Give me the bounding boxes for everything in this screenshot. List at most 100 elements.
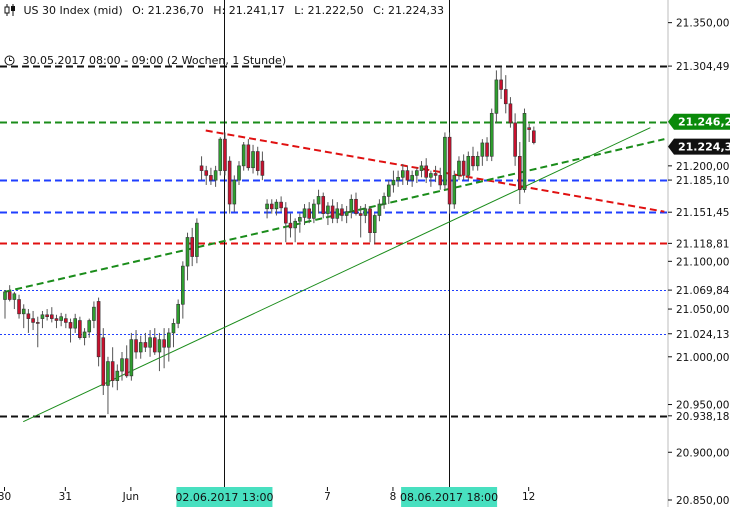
candle-body-69[interactable] [326,205,330,214]
candle-body-26[interactable] [124,358,129,377]
candle-body-105[interactable] [494,79,499,114]
candle-body-80[interactable] [377,203,382,216]
candle-body-95[interactable] [447,136,452,205]
candle-body-93[interactable] [438,175,443,186]
candle-body-22[interactable] [106,361,110,386]
candle-body-79[interactable] [372,215,377,233]
candle-body-89[interactable] [419,165,424,171]
candle-body-103[interactable] [485,142,489,157]
candle-body-92[interactable] [433,173,438,176]
candle-body-100[interactable] [471,156,475,167]
candle-body-110[interactable] [517,156,522,191]
candle-body-59[interactable] [279,201,283,209]
candle-body-34[interactable] [162,339,166,348]
candle-body-66[interactable] [312,203,316,219]
candle-body-18[interactable] [87,320,92,333]
candle-body-63[interactable] [298,217,302,222]
candle-body-47[interactable] [223,138,227,171]
candle-body-4[interactable] [21,308,26,315]
candle-body-104[interactable] [489,113,494,157]
candle-body-27[interactable] [129,339,134,377]
candle-body-1[interactable] [7,291,12,300]
candle-body-67[interactable] [316,196,321,205]
candle-body-99[interactable] [466,156,471,176]
candle-body-25[interactable] [120,358,124,372]
candle-body-7[interactable] [35,322,40,324]
candle-body-46[interactable] [218,138,223,171]
candle-body-73[interactable] [344,211,349,216]
candle-body-40[interactable] [190,237,194,257]
candle-body-28[interactable] [134,339,138,353]
candle-body-16[interactable] [78,320,82,338]
candle-body-36[interactable] [171,323,176,334]
candle-body-62[interactable] [293,220,297,229]
candle-body-56[interactable] [265,203,269,210]
candle-body-101[interactable] [475,156,480,167]
candle-body-76[interactable] [358,213,363,216]
candle-body-45[interactable] [213,170,218,181]
candle-body-65[interactable] [307,208,312,219]
candle-body-61[interactable] [288,222,293,229]
candle-body-32[interactable] [152,337,157,353]
candle-body-23[interactable] [110,361,115,381]
candle-body-44[interactable] [209,175,213,181]
candle-body-83[interactable] [391,179,396,186]
candle-body-37[interactable] [176,303,180,324]
candle-body-96[interactable] [452,175,457,205]
candle-body-2[interactable] [12,293,17,300]
candle-body-11[interactable] [54,318,59,321]
candle-body-13[interactable] [64,318,68,323]
candle-body-42[interactable] [199,165,204,171]
candle-body-48[interactable] [227,160,232,205]
candle-body-87[interactable] [410,175,414,181]
candle-body-91[interactable] [429,173,433,178]
candle-body-97[interactable] [457,160,461,176]
candle-body-111[interactable] [522,113,527,191]
candle-body-30[interactable] [143,342,148,348]
candle-body-49[interactable] [232,179,237,205]
candle-body-8[interactable] [40,314,45,319]
candle-body-70[interactable] [330,205,335,219]
candle-body-0[interactable] [3,291,7,300]
candle-body-38[interactable] [181,265,185,305]
candle-body-108[interactable] [508,103,513,124]
candle-body-84[interactable] [396,177,400,181]
candle-body-39[interactable] [185,237,190,267]
candle-body-31[interactable] [148,337,152,348]
candle-body-54[interactable] [255,151,260,171]
candle-body-12[interactable] [59,316,63,321]
candle-body-51[interactable] [241,144,246,167]
candle-body-77[interactable] [363,208,368,216]
candle-body-35[interactable] [167,332,171,348]
candle-body-15[interactable] [73,318,77,329]
candle-body-78[interactable] [368,208,372,233]
candle-body-71[interactable] [335,208,340,219]
candle-body-21[interactable] [101,337,106,386]
candle-body-50[interactable] [237,165,241,181]
candlestick-icon[interactable] [4,4,16,16]
candle-body-82[interactable] [386,184,391,197]
candle-body-64[interactable] [302,208,307,218]
candle-body-88[interactable] [415,170,419,176]
candle-body-74[interactable] [349,198,354,212]
trendline-1[interactable] [4,138,665,293]
candle-body-14[interactable] [68,322,73,329]
candle-body-6[interactable] [31,318,35,323]
candle-body-81[interactable] [382,196,386,205]
candle-body-10[interactable] [49,314,54,319]
candle-body-112[interactable] [527,127,531,130]
candle-body-33[interactable] [157,339,162,353]
candle-body-68[interactable] [321,196,326,214]
candle-body-60[interactable] [283,207,288,224]
candle-body-5[interactable] [26,313,31,319]
candle-body-98[interactable] [461,160,466,176]
candle-body-3[interactable] [17,299,21,315]
candle-body-113[interactable] [532,130,536,143]
candle-body-90[interactable] [424,165,429,178]
candle-body-53[interactable] [251,151,255,169]
candle-body-102[interactable] [480,142,485,157]
candle-body-24[interactable] [115,370,120,381]
candle-body-106[interactable] [499,79,503,90]
candle-body-86[interactable] [405,170,410,181]
